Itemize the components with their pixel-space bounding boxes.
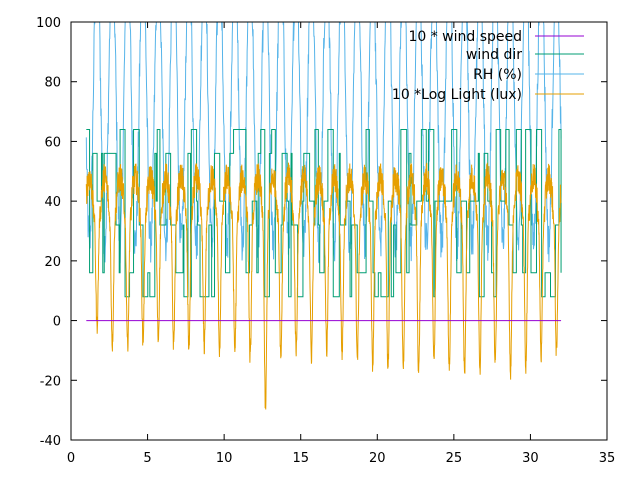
- x-tick-label: 5: [143, 451, 151, 466]
- y-tick-label: -20: [40, 374, 61, 389]
- x-tick-label: 30: [522, 451, 539, 466]
- x-tick-label: 20: [369, 451, 386, 466]
- axes-layer: 0 5 10 15 20 25 30 35 -40 -20 0 20 40 60 80 100: [36, 16, 615, 466]
- series-layer: [85, 22, 562, 410]
- y-tick-label: 60: [44, 135, 61, 150]
- legend-label: wind dir: [466, 47, 522, 63]
- x-tick-label: 0: [67, 451, 75, 466]
- series-line: [85, 22, 562, 264]
- y-tick-label: 100: [36, 16, 61, 31]
- plot-frame: [70, 21, 608, 441]
- x-tick-label: 15: [292, 451, 309, 466]
- x-tick-label: 25: [446, 451, 463, 466]
- x-tick-label: 35: [599, 451, 616, 466]
- legend-label: 10 *Log Light (lux): [392, 87, 522, 103]
- legend-label: RH (%): [473, 67, 522, 83]
- y-tick-label: -40: [40, 434, 61, 449]
- legend-label: 10 * wind speed: [408, 29, 522, 45]
- y-tick-label: 80: [44, 76, 61, 91]
- legend: 10 * wind speed wind dir RH (%) 10 *Log Lig…: [392, 29, 584, 103]
- y-tick-label: 20: [44, 255, 61, 270]
- x-tick-label: 10: [216, 451, 233, 466]
- y-tick-label: 40: [44, 195, 61, 210]
- y-tick-label: 0: [53, 315, 61, 330]
- series-line: [85, 162, 562, 410]
